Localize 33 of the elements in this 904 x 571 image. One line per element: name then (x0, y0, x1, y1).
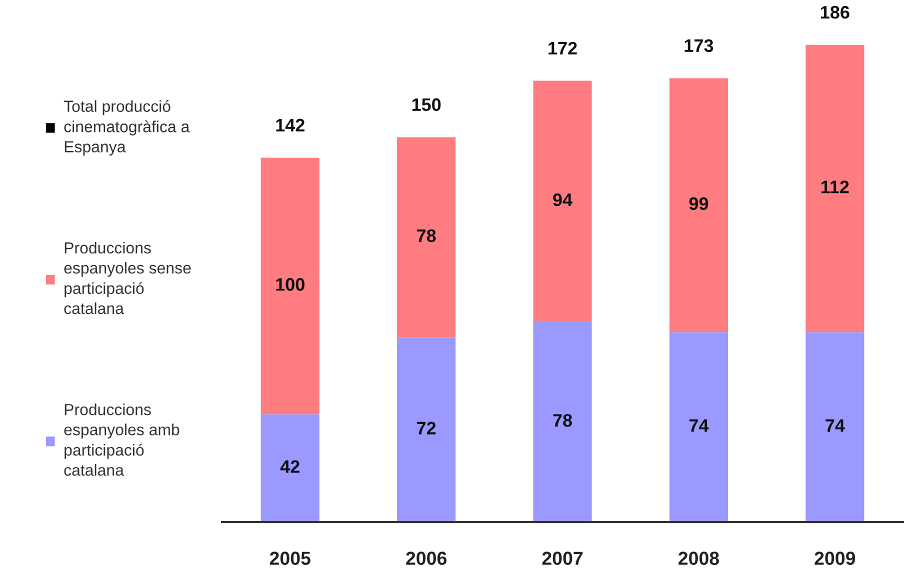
bar (806, 332, 864, 522)
total-label: 150 (412, 98, 441, 112)
total-label: 142 (276, 118, 304, 132)
data-label: 94 (553, 193, 572, 206)
bar (806, 44, 864, 332)
legend-label: Total producció cinematogràfica a Espanya (64, 100, 190, 156)
x-tick-label: 2008 (678, 552, 719, 565)
bar (397, 337, 456, 522)
data-label: 99 (689, 197, 708, 210)
bar (533, 322, 592, 522)
legend-label: Produccions espanyoles sense participació catalana (64, 242, 191, 314)
data-label: 72 (417, 422, 436, 434)
data-label: 112 (821, 180, 849, 194)
bar (397, 137, 456, 338)
x-tick-label: 2006 (406, 552, 446, 565)
data-label: 78 (553, 414, 572, 427)
data-label: 42 (280, 460, 300, 473)
bar (533, 80, 592, 322)
bar (669, 332, 728, 522)
total-label: 172 (548, 42, 577, 54)
x-tick-label: 2009 (814, 552, 856, 565)
x-tick-label: 2005 (270, 552, 310, 565)
bar (260, 414, 320, 522)
data-label: 74 (826, 419, 845, 432)
data-label: 74 (689, 419, 709, 432)
total-label: 186 (820, 6, 850, 19)
total-label: 173 (684, 39, 714, 52)
bar (669, 78, 728, 332)
legend-label: Produccions espanyoles amb participació catalana (64, 404, 180, 476)
x-tick-label: 2007 (542, 552, 583, 565)
data-label: 78 (417, 229, 436, 242)
bar (260, 158, 320, 414)
data-label: 100 (276, 278, 304, 291)
